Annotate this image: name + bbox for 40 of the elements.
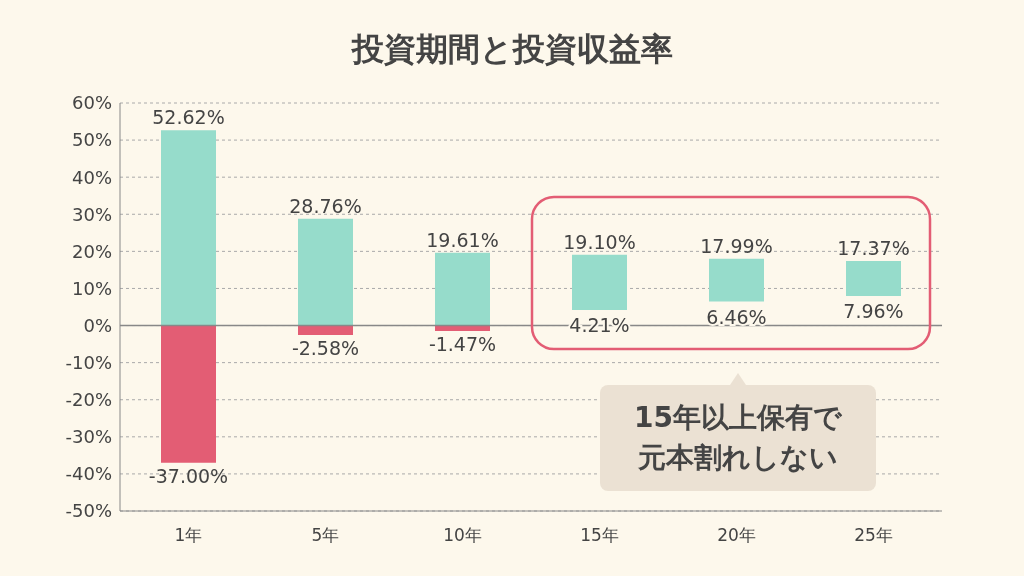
x-tick-label: 20年 <box>717 525 756 546</box>
data-label: -37.00% <box>148 464 229 487</box>
y-tick-label: 10% <box>71 277 112 299</box>
y-tick-label: -40% <box>65 463 112 485</box>
data-label: 17.99% <box>700 234 773 257</box>
y-tick-label: -10% <box>65 352 112 374</box>
data-label: 28.76% <box>289 194 362 217</box>
bar <box>298 325 353 336</box>
data-label: 19.61% <box>426 228 499 251</box>
y-tick-label: 60% <box>71 92 112 114</box>
bar <box>709 258 764 302</box>
annotation: 7.96% <box>843 300 904 323</box>
annotation: 15年以上保有で元本割れしない <box>633 400 843 476</box>
data-label: -1.47% <box>428 333 497 355</box>
y-tick-label: 50% <box>71 129 112 151</box>
data-label: -2.58% <box>291 337 360 360</box>
y-tick-label: -30% <box>65 426 112 448</box>
bar <box>846 261 901 297</box>
bar <box>298 218 353 326</box>
x-tick-label: 1年 <box>174 525 203 546</box>
bar <box>435 325 490 331</box>
x-tick-label: 10年 <box>443 525 482 546</box>
annotation: 6.46% <box>706 305 767 328</box>
y-tick-label: -50% <box>65 500 112 522</box>
x-tick-label: 25年 <box>854 525 893 546</box>
bar <box>161 130 216 326</box>
data-label: 52.62% <box>152 106 225 129</box>
bar <box>572 254 627 310</box>
y-tick-label: 20% <box>71 240 112 262</box>
y-tick-label: -20% <box>65 389 112 411</box>
data-label: 19.10% <box>563 230 636 253</box>
bar <box>161 325 216 463</box>
y-tick-label: 0% <box>83 314 112 336</box>
x-tick-label: 15年 <box>580 525 619 546</box>
y-tick-label: 30% <box>71 203 112 225</box>
chart-title: 投資期間と投資収益率 <box>350 29 674 70</box>
bar <box>435 252 490 326</box>
data-label: 17.37% <box>837 237 910 260</box>
y-tick-label: 40% <box>71 166 112 188</box>
x-tick-label: 5年 <box>311 525 340 546</box>
